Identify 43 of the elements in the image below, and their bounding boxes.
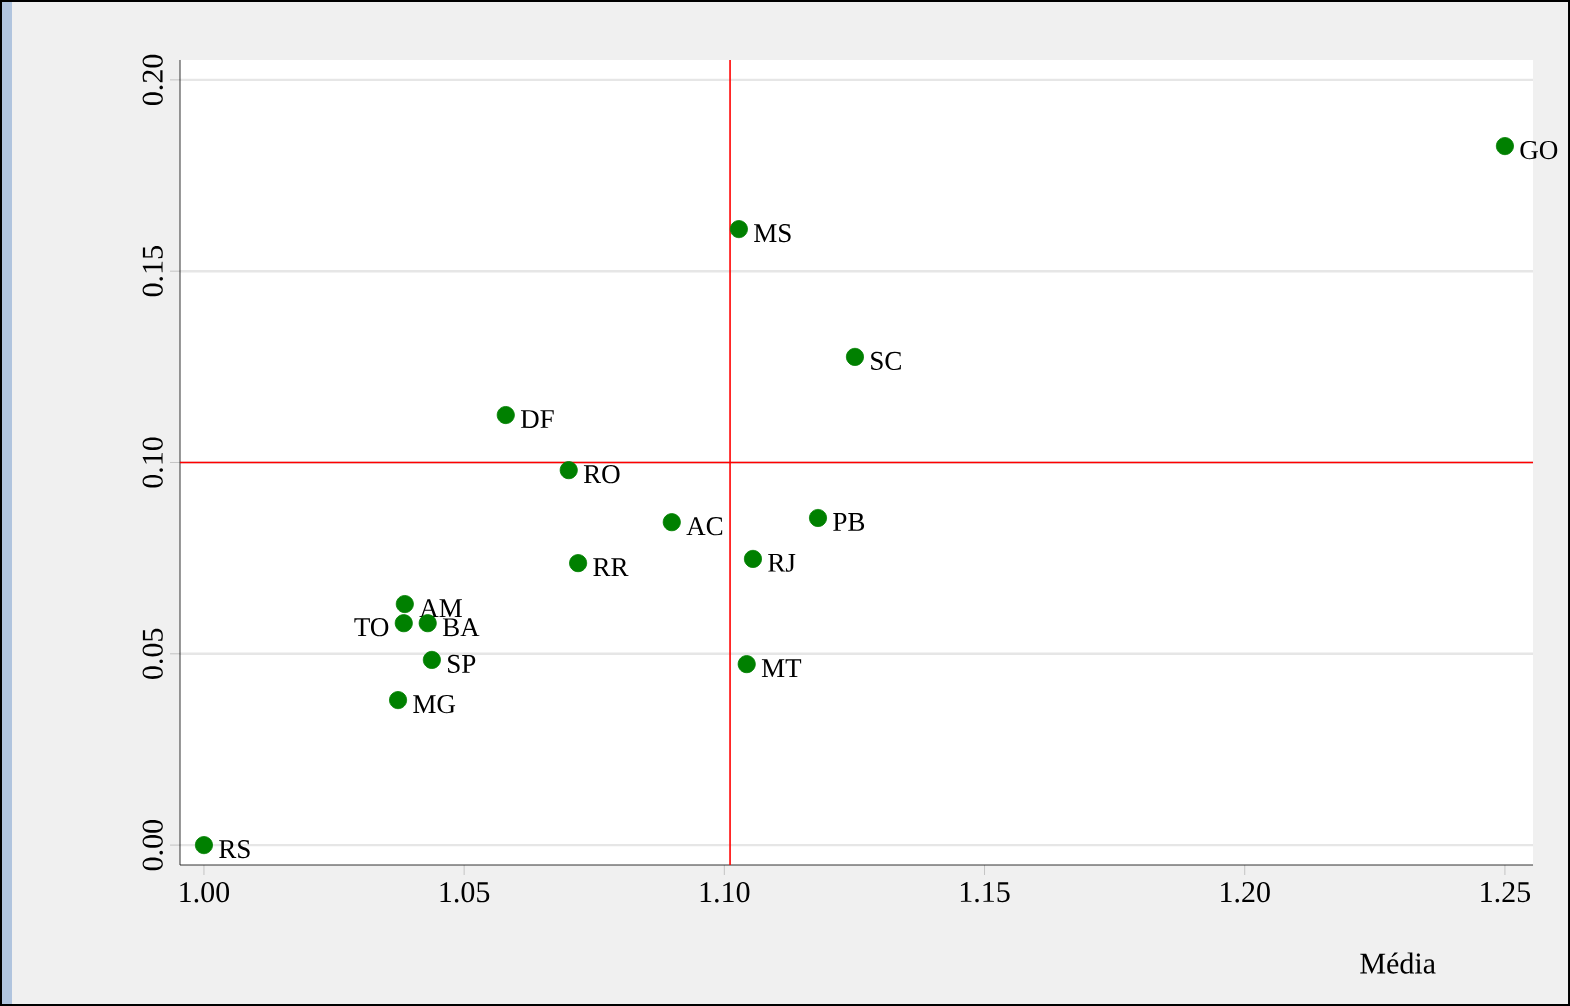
point: [496, 406, 515, 425]
annotation: AM: [419, 599, 462, 617]
point: [395, 595, 414, 614]
x-axis-title: Média: [1360, 952, 1436, 974]
point: [809, 508, 827, 527]
y-tick-label: 0.20: [142, 54, 163, 105]
point: [389, 691, 408, 710]
annotation: RR: [593, 558, 629, 576]
annotation: RJ: [768, 553, 796, 572]
point: [1495, 137, 1514, 156]
point: [845, 347, 864, 366]
point: [194, 836, 213, 855]
annotation: PB: [833, 513, 865, 531]
annotation: RS: [219, 840, 250, 859]
x-tick-label: 1.20: [1221, 882, 1270, 903]
y-tick-label: 0.05: [142, 628, 163, 679]
annotation: GO: [1520, 141, 1558, 160]
annotation: SP: [448, 654, 476, 673]
annotation: MG: [413, 695, 456, 714]
point: [737, 655, 756, 674]
y-tick-label: 0.10: [142, 437, 163, 488]
annotation: MS: [754, 224, 791, 243]
annotation: BA: [442, 618, 480, 637]
x-tick-label: 1.10: [700, 882, 750, 903]
point: [559, 461, 578, 480]
point: [394, 614, 413, 633]
x-tick-label: 1.05: [440, 882, 490, 903]
annotation: TO: [354, 618, 389, 637]
y-tick-label: 0.00: [142, 820, 163, 871]
point: [729, 220, 748, 239]
point: [569, 554, 588, 573]
point: [422, 650, 441, 669]
annotation: SC: [871, 351, 901, 370]
annotation: MT: [761, 659, 802, 677]
x-tick-label: 1.15: [960, 882, 1010, 903]
point: [662, 513, 681, 532]
annotation: DF: [520, 410, 554, 428]
y-tick-label: 0.15: [142, 246, 163, 297]
annotation: RO: [583, 465, 620, 484]
annotation: AC: [686, 517, 723, 536]
x-tick-label: 1.25: [1481, 882, 1531, 903]
point: [743, 549, 762, 568]
x-tick-label: 1.00: [180, 882, 230, 903]
